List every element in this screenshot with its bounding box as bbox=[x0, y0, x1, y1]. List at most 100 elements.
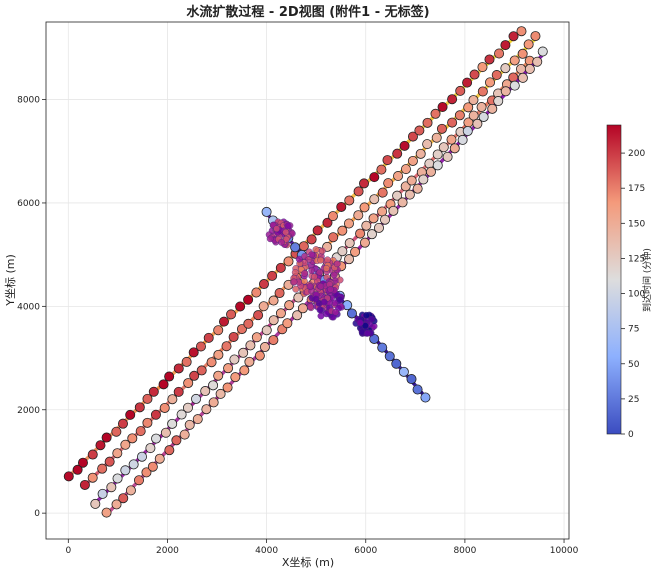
sample-point bbox=[377, 206, 388, 217]
sample-point bbox=[457, 134, 468, 145]
sample-point bbox=[77, 457, 88, 468]
cluster-point bbox=[363, 329, 371, 337]
colorbar-tick-label: 25 bbox=[628, 395, 639, 405]
sample-point bbox=[337, 246, 348, 257]
sample-point bbox=[243, 294, 254, 305]
sample-point bbox=[369, 172, 380, 183]
sample-point bbox=[530, 31, 541, 42]
sample-point bbox=[380, 214, 391, 225]
sample-point bbox=[392, 148, 403, 159]
sample-point bbox=[192, 414, 203, 425]
sample-point bbox=[407, 131, 418, 142]
sample-point bbox=[487, 103, 498, 114]
sample-point bbox=[222, 382, 233, 393]
colorbar-tick-label: 0 bbox=[628, 430, 634, 440]
sample-point bbox=[431, 132, 442, 143]
sample-point bbox=[344, 238, 355, 249]
sample-point bbox=[485, 77, 496, 88]
sample-point bbox=[191, 393, 202, 404]
sample-point bbox=[447, 117, 458, 128]
sample-point bbox=[268, 335, 279, 346]
sample-point bbox=[373, 222, 384, 233]
y-tick-label: 6000 bbox=[17, 199, 40, 209]
sample-point bbox=[164, 445, 175, 456]
sample-point bbox=[173, 363, 184, 374]
sample-point bbox=[414, 125, 425, 136]
sample-point bbox=[297, 303, 308, 314]
sample-point bbox=[516, 26, 527, 37]
sample-point bbox=[142, 417, 153, 428]
sample-point bbox=[517, 48, 528, 59]
sample-point bbox=[353, 210, 364, 221]
sample-point bbox=[500, 40, 511, 51]
cluster-point bbox=[333, 260, 341, 268]
sample-point bbox=[376, 164, 387, 175]
sample-point bbox=[176, 409, 187, 420]
sample-point bbox=[422, 117, 433, 128]
cluster-point bbox=[292, 285, 300, 293]
sample-point bbox=[406, 175, 417, 186]
cluster-point bbox=[316, 268, 324, 276]
sample-point bbox=[328, 232, 339, 243]
sample-point bbox=[111, 499, 122, 510]
sample-point bbox=[430, 108, 441, 119]
sample-point bbox=[90, 498, 101, 509]
sample-point bbox=[344, 195, 355, 206]
sample-point bbox=[261, 325, 272, 336]
colorbar-tick-label: 200 bbox=[628, 149, 645, 159]
sample-point bbox=[406, 374, 417, 385]
plot-frame bbox=[45, 21, 570, 540]
sample-point bbox=[236, 324, 247, 335]
x-axis-label: X坐标 (m) bbox=[282, 555, 334, 569]
sample-point bbox=[523, 39, 534, 50]
sample-point bbox=[477, 86, 488, 97]
sample-point bbox=[392, 190, 403, 201]
sample-point bbox=[125, 409, 136, 420]
sample-point bbox=[245, 340, 256, 351]
sample-point bbox=[366, 229, 377, 240]
sample-point bbox=[221, 341, 232, 352]
sample-point bbox=[87, 449, 98, 460]
sample-point bbox=[454, 110, 465, 121]
sample-point bbox=[235, 301, 246, 312]
x-tick-label: 10000 bbox=[550, 546, 579, 556]
sample-point bbox=[369, 194, 380, 205]
sample-point bbox=[284, 300, 295, 311]
sample-point bbox=[391, 358, 402, 369]
sample-point bbox=[493, 96, 504, 107]
sample-point bbox=[171, 435, 182, 446]
sample-point bbox=[167, 418, 178, 429]
sample-point bbox=[500, 86, 511, 97]
sample-point bbox=[491, 70, 502, 81]
cluster-point bbox=[330, 271, 338, 279]
sample-point bbox=[462, 126, 473, 137]
x-tick-label: 0 bbox=[65, 546, 71, 556]
sample-point bbox=[369, 333, 380, 344]
cluster-point bbox=[318, 247, 326, 255]
sample-point bbox=[432, 149, 443, 160]
sample-point bbox=[259, 342, 270, 353]
sample-point bbox=[509, 55, 520, 66]
sample-point bbox=[72, 464, 83, 475]
sample-point bbox=[148, 386, 159, 397]
cluster-point bbox=[295, 255, 303, 263]
colorbar-label: 到达时间 (分钟) bbox=[641, 248, 653, 312]
x-tick-label: 8000 bbox=[453, 546, 476, 556]
sample-point bbox=[200, 386, 211, 397]
sample-point bbox=[173, 386, 184, 397]
cluster-point bbox=[356, 319, 364, 327]
sample-point bbox=[532, 56, 543, 67]
sample-point bbox=[213, 349, 224, 360]
sample-point bbox=[208, 380, 219, 391]
sample-point bbox=[472, 118, 483, 129]
colorbar-tick-label: 150 bbox=[628, 219, 645, 229]
cluster-point bbox=[282, 228, 290, 236]
colorbar-ticks: 0 25 50 75 100 125 150 175 200 bbox=[621, 149, 645, 440]
cluster-point bbox=[336, 296, 344, 304]
sample-point bbox=[312, 225, 323, 236]
sample-point bbox=[494, 48, 505, 59]
sample-point bbox=[384, 351, 395, 362]
sample-point bbox=[350, 246, 361, 257]
sample-point bbox=[275, 262, 286, 273]
